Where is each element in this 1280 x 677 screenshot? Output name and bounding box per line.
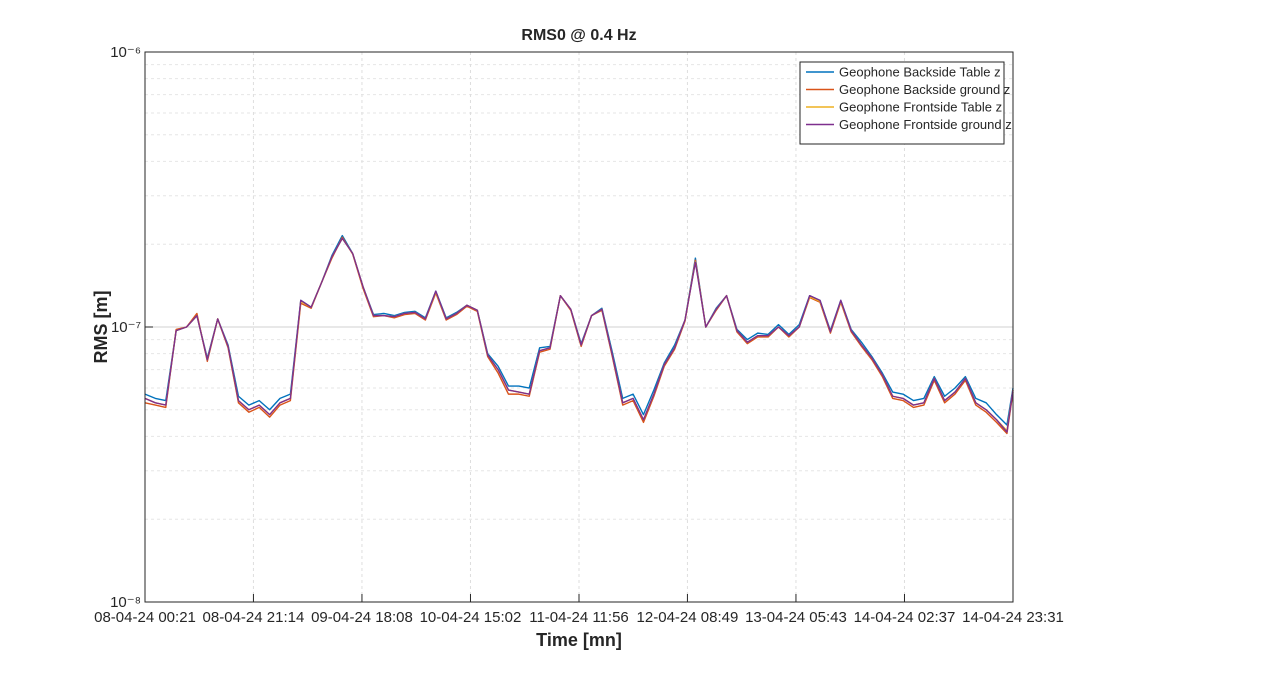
y-tick-label: 10⁻⁶ (110, 44, 141, 61)
chart-title: RMS0 @ 0.4 Hz (521, 27, 636, 44)
series-line (144, 237, 1014, 433)
x-tick-label: 09-04-24 18:08 (311, 609, 413, 626)
x-tick-label: 12-04-24 08:49 (637, 609, 739, 626)
x-tick-label: 08-04-24 21:14 (203, 609, 305, 626)
legend-label: Geophone Frontside ground z (839, 117, 1012, 132)
legend: Geophone Backside Table z Geophone Backsi… (799, 61, 1012, 145)
ticks: 10⁻⁸ 10⁻⁷ 10⁻⁶ 08-04-24 00:21 08-04-24 21:14… (94, 44, 1064, 626)
legend-box (799, 61, 1005, 145)
legend-label: Geophone Frontside Table z (839, 99, 1002, 114)
x-tick-label: 13-04-24 05:43 (745, 609, 847, 626)
legend-label: Geophone Backside Table z (839, 64, 1001, 79)
x-tick-label: 10-04-24 15:02 (420, 609, 522, 626)
y-tick-label: 10⁻⁸ (110, 594, 141, 611)
x-axis-label: Time [mn] (536, 630, 622, 650)
x-tick-label: 08-04-24 00:21 (94, 609, 196, 626)
x-tick-label: 11-04-24 11:56 (529, 609, 629, 626)
legend-label: Geophone Backside ground z (839, 82, 1010, 97)
lines (144, 234, 1014, 435)
x-tick-label: 14-04-24 02:37 (854, 609, 956, 626)
series-line (144, 236, 1014, 435)
x-tick-label: 14-04-24 23:31 (962, 609, 1064, 626)
y-axis-label: RMS [m] (91, 291, 111, 364)
y-tick-label: 10⁻⁷ (111, 319, 141, 336)
